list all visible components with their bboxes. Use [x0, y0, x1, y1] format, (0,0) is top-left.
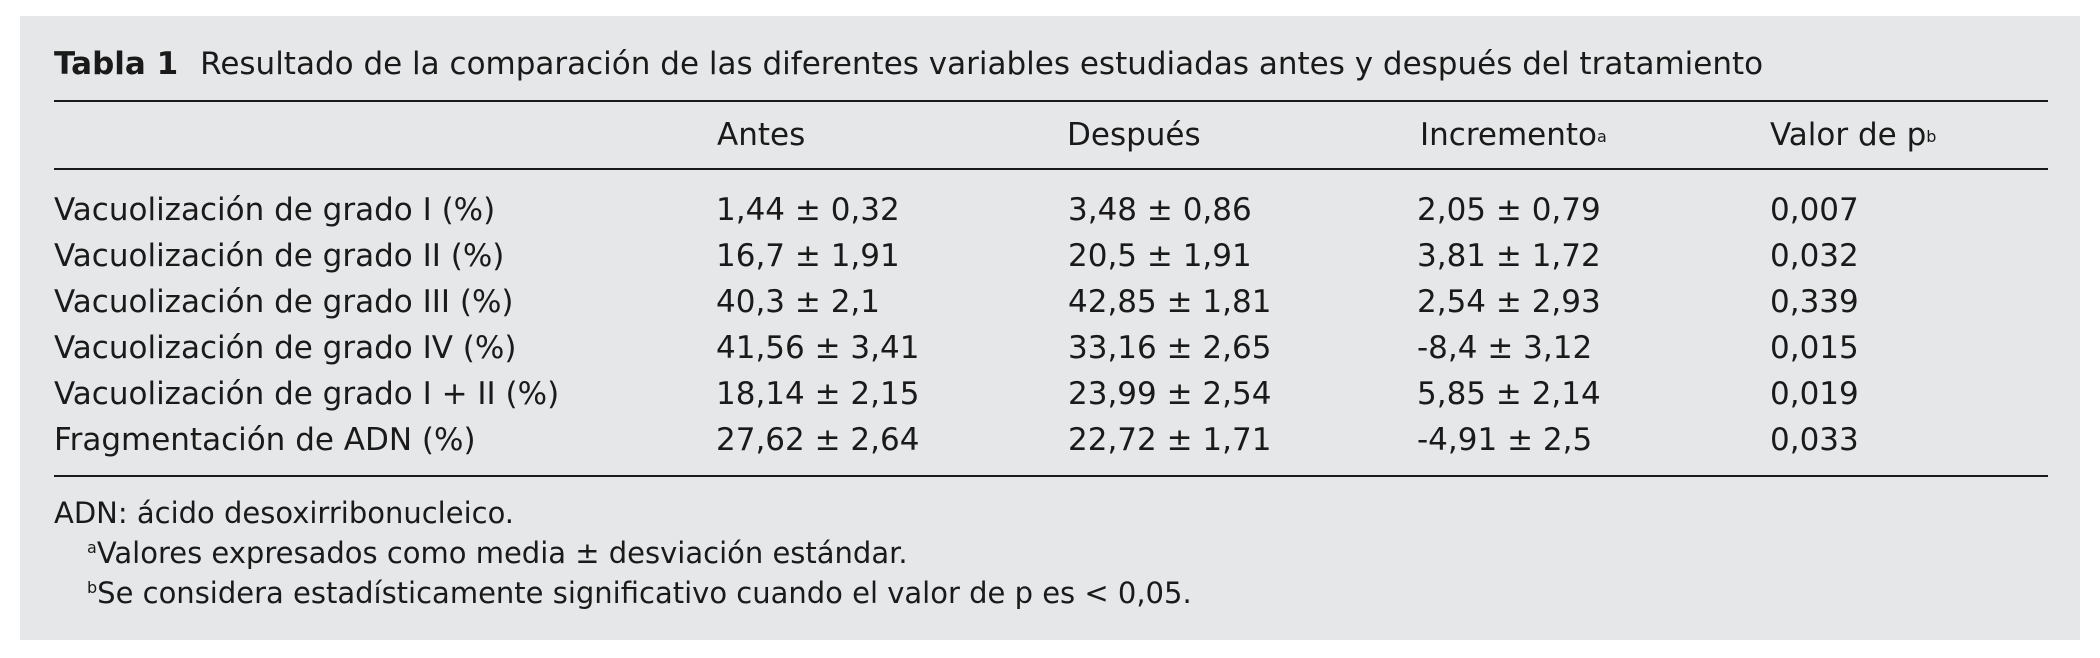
cell-variable: Vacuolización de grado II (%) [54, 238, 505, 274]
cell-p-value: 0,033 [1770, 422, 1859, 458]
table-label: Tabla 1 [54, 46, 179, 82]
footnote-b: bSe considera estadísticamente significa… [87, 576, 1192, 610]
cell-despues: 22,72 ± 1,71 [1068, 422, 1272, 458]
cell-p-value: 0,019 [1770, 376, 1859, 412]
header-incremento-sup: a [1597, 127, 1607, 146]
cell-despues: 42,85 ± 1,81 [1068, 284, 1272, 320]
table-panel: Tabla 1 Resultado de la comparación de la… [20, 16, 2080, 640]
cell-antes: 27,62 ± 2,64 [716, 422, 920, 458]
header-antes: Antes [717, 117, 806, 153]
header-despues: Después [1067, 117, 1201, 153]
cell-incremento: 2,05 ± 0,79 [1417, 192, 1601, 228]
cell-antes: 40,3 ± 2,1 [716, 284, 881, 320]
header-p-sup: b [1926, 127, 1937, 146]
cell-variable: Vacuolización de grado IV (%) [54, 330, 517, 366]
cell-incremento: 3,81 ± 1,72 [1417, 238, 1601, 274]
header-p-value: Valor de pb [1770, 116, 1936, 154]
cell-p-value: 0,032 [1770, 238, 1859, 274]
cell-variable: Vacuolización de grado I + II (%) [54, 376, 560, 412]
header-rule [54, 168, 2048, 170]
cell-antes: 16,7 ± 1,91 [716, 238, 900, 274]
cell-despues: 20,5 ± 1,91 [1068, 238, 1252, 274]
header-p-text: Valor de p [1770, 117, 1927, 153]
cell-incremento: -8,4 ± 3,12 [1417, 330, 1593, 366]
footnote-a-text: Valores expresados como media ± desviaci… [96, 536, 908, 570]
cell-p-value: 0,015 [1770, 330, 1859, 366]
table-caption: Tabla 1 Resultado de la comparación de la… [54, 46, 1763, 82]
cell-antes: 41,56 ± 3,41 [716, 330, 920, 366]
cell-despues: 23,99 ± 2,54 [1068, 376, 1272, 412]
footnote-a-mark: a [87, 538, 97, 557]
cell-p-value: 0,339 [1770, 284, 1859, 320]
table-title: Resultado de la comparación de las difer… [200, 46, 1764, 82]
cell-incremento: -4,91 ± 2,5 [1417, 422, 1593, 458]
cell-p-value: 0,007 [1770, 192, 1859, 228]
cell-variable: Vacuolización de grado III (%) [54, 284, 514, 320]
bottom-rule [54, 475, 2048, 477]
cell-antes: 1,44 ± 0,32 [716, 192, 900, 228]
footnote-a: aValores expresados como media ± desviac… [87, 536, 908, 570]
footnote-b-mark: b [87, 578, 98, 597]
cell-incremento: 2,54 ± 2,93 [1417, 284, 1601, 320]
cell-antes: 18,14 ± 2,15 [716, 376, 920, 412]
top-rule [54, 100, 2048, 102]
cell-despues: 3,48 ± 0,86 [1068, 192, 1252, 228]
cell-variable: Fragmentación de ADN (%) [54, 422, 476, 458]
cell-variable: Vacuolización de grado I (%) [54, 192, 496, 228]
cell-incremento: 5,85 ± 2,14 [1417, 376, 1601, 412]
footnote-abbrev: ADN: ácido desoxirribonucleico. [54, 496, 515, 530]
cell-despues: 33,16 ± 2,65 [1068, 330, 1272, 366]
header-incremento-text: Incremento [1420, 117, 1598, 153]
footnote-b-text: Se considera estadísticamente significat… [97, 576, 1192, 610]
header-incremento: Incrementoa [1420, 116, 1607, 154]
